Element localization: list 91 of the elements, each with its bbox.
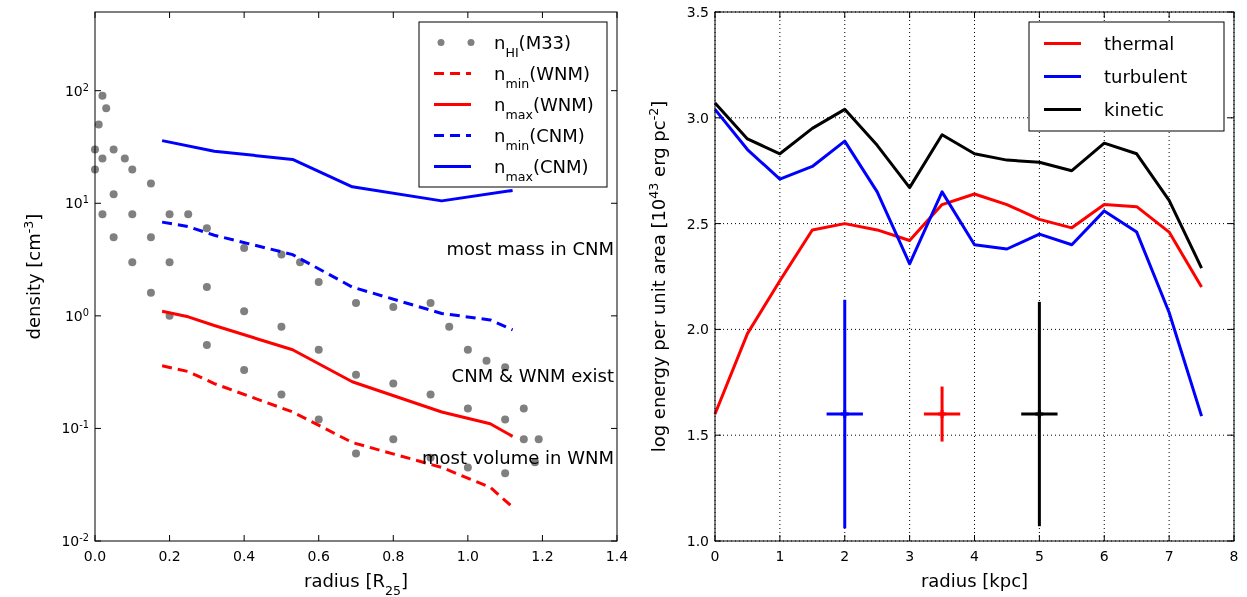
- legend-label: n$_{max}$(WNM): [494, 93, 594, 121]
- point: [463, 345, 472, 354]
- x-tick-label: 4: [970, 548, 980, 564]
- x-tick-label: 1.2: [531, 548, 554, 564]
- legend-label: n$_{max}$(CNM): [494, 155, 589, 183]
- y-tick-label: 1.0: [686, 533, 709, 549]
- y-tick-label: 10$^{2}$: [64, 81, 89, 99]
- y-tick-label: 10$^{-1}$: [61, 418, 89, 437]
- point: [120, 154, 129, 163]
- point: [240, 244, 249, 253]
- point: [389, 302, 398, 311]
- x-axis-title: radius [R$_{25}$]: [304, 570, 408, 597]
- point: [314, 345, 323, 354]
- annotation: most mass in CNM: [446, 238, 614, 260]
- point: [389, 379, 398, 388]
- x-tick-label: 0: [710, 548, 720, 564]
- legend-label: kinetic: [1104, 98, 1164, 120]
- point: [277, 322, 286, 331]
- point: [128, 210, 137, 219]
- y-tick-label: 10$^{0}$: [64, 306, 89, 324]
- point: [389, 435, 398, 444]
- y-tick-label: 2.0: [686, 321, 709, 338]
- x-tick-label: 0.8: [382, 548, 405, 564]
- point: [184, 210, 193, 219]
- point: [240, 366, 249, 375]
- legend-label: thermal: [1104, 32, 1175, 54]
- x-tick-label: 0.2: [158, 548, 181, 564]
- x-axis-title: radius [kpc]: [920, 570, 1029, 591]
- point: [94, 120, 103, 129]
- y-tick-label: 3.5: [686, 4, 709, 20]
- y-tick-label: 10$^{1}$: [64, 193, 89, 212]
- point: [501, 469, 510, 478]
- point: [277, 250, 286, 259]
- line-series: [713, 192, 1204, 416]
- point: [202, 283, 211, 292]
- annotation: CNM & WNM exist: [451, 365, 614, 387]
- point: [352, 449, 360, 458]
- point: [519, 435, 528, 444]
- point: [98, 210, 107, 219]
- point: [109, 145, 118, 154]
- x-tick-label: 1: [775, 548, 785, 564]
- y-tick-label: 1.5: [686, 427, 709, 444]
- point: [146, 233, 155, 242]
- y-tick-label: 3.0: [686, 109, 709, 126]
- point: [426, 390, 435, 399]
- point: [519, 404, 528, 413]
- point: [165, 258, 174, 267]
- x-tick-label: 0.6: [307, 548, 330, 564]
- point: [146, 288, 155, 297]
- point: [109, 190, 118, 199]
- point: [128, 165, 137, 174]
- point: [352, 370, 360, 379]
- point: [98, 154, 107, 163]
- point: [445, 322, 454, 331]
- point: [202, 341, 211, 350]
- x-tick-label: 0.0: [83, 548, 107, 564]
- annotation: most volume in WNM: [421, 447, 614, 469]
- line-series: [160, 309, 515, 438]
- point: [128, 258, 137, 267]
- x-tick-label: 6: [1099, 548, 1109, 564]
- x-tick-label: 2: [840, 548, 850, 564]
- point: [426, 299, 435, 308]
- point: [240, 307, 249, 316]
- point: [109, 233, 118, 242]
- x-tick-label: 1.0: [456, 548, 479, 564]
- point: [202, 224, 211, 233]
- y-tick-label: 2.5: [686, 215, 709, 232]
- legend-label: n$_{HI}$(M33): [494, 31, 572, 59]
- point: [102, 104, 111, 113]
- point: [314, 415, 323, 424]
- point: [98, 91, 107, 100]
- x-tick-label: 7: [1164, 548, 1174, 564]
- x-tick-label: 0.4: [233, 548, 256, 564]
- point: [165, 210, 174, 219]
- point: [277, 390, 286, 399]
- x-tick-label: 5: [1034, 548, 1044, 564]
- legend-label: n$_{min}$(CNM): [494, 124, 585, 152]
- x-tick-label: 3: [905, 548, 915, 564]
- point: [482, 356, 491, 365]
- point: [352, 299, 360, 308]
- y-tick-label: 10$^{-2}$: [61, 531, 89, 549]
- legend-label: turbulent: [1104, 65, 1188, 87]
- point: [314, 277, 323, 286]
- x-tick-label: 1.4: [605, 548, 629, 564]
- point: [463, 404, 472, 413]
- point: [463, 463, 472, 472]
- legend-label: n$_{min}$(WNM): [494, 62, 591, 90]
- point: [501, 415, 510, 424]
- point: [146, 179, 155, 188]
- x-tick-label: 8: [1229, 548, 1239, 564]
- point: [534, 435, 543, 444]
